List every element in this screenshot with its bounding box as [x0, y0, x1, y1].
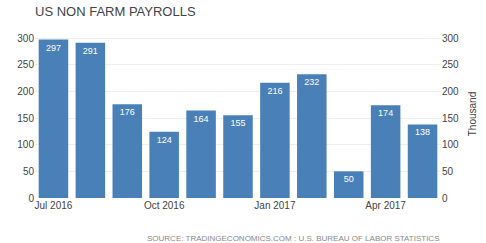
svg-text:174: 174 [378, 108, 393, 118]
svg-text:Thousand: Thousand [467, 92, 478, 136]
svg-text:150: 150 [17, 113, 34, 124]
svg-text:124: 124 [157, 135, 172, 145]
svg-text:50: 50 [23, 166, 35, 177]
svg-text:Apr 2017: Apr 2017 [365, 200, 406, 211]
svg-text:138: 138 [415, 127, 430, 137]
svg-text:164: 164 [194, 114, 209, 124]
svg-text:300: 300 [17, 33, 34, 44]
svg-text:Jul 2016: Jul 2016 [35, 200, 73, 211]
svg-text:Jan 2017: Jan 2017 [254, 200, 296, 211]
svg-text:100: 100 [442, 139, 459, 150]
svg-text:150: 150 [442, 113, 459, 124]
svg-text:176: 176 [120, 107, 135, 117]
svg-text:216: 216 [267, 86, 282, 96]
svg-text:250: 250 [442, 59, 459, 70]
svg-text:Oct 2016: Oct 2016 [144, 200, 185, 211]
svg-text:232: 232 [304, 77, 319, 87]
svg-text:0: 0 [28, 193, 34, 204]
svg-text:250: 250 [17, 59, 34, 70]
svg-text:291: 291 [83, 46, 98, 56]
svg-text:0: 0 [442, 193, 448, 204]
svg-text:50: 50 [344, 174, 354, 184]
svg-text:100: 100 [17, 139, 34, 150]
svg-text:SOURCE: TRADINGECONOMICS.COM :: SOURCE: TRADINGECONOMICS.COM : U.S. BURE… [147, 234, 439, 243]
svg-text:300: 300 [442, 33, 459, 44]
svg-text:200: 200 [442, 86, 459, 97]
svg-text:200: 200 [17, 86, 34, 97]
svg-text:US NON FARM PAYROLLS: US NON FARM PAYROLLS [35, 4, 196, 19]
svg-text:155: 155 [230, 118, 245, 128]
svg-text:297: 297 [46, 43, 61, 53]
svg-text:50: 50 [442, 166, 454, 177]
